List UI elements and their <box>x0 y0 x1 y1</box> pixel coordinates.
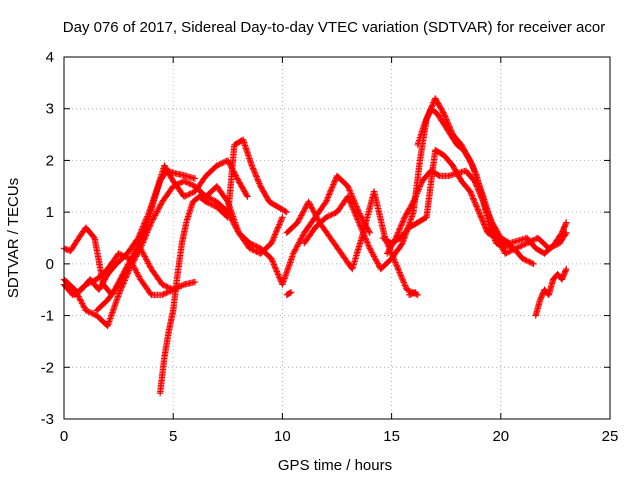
y-tick-label: -3 <box>41 411 54 428</box>
series-marks <box>301 95 570 273</box>
x-tick-label: 20 <box>492 428 509 445</box>
plot-frame <box>63 56 611 420</box>
series-track-m <box>405 289 419 299</box>
series-marks <box>379 146 537 268</box>
series-track-n <box>532 265 570 319</box>
y-tick-label: 4 <box>46 49 54 66</box>
series-track-o <box>283 289 295 299</box>
series-marks <box>532 265 570 319</box>
series-track-f <box>156 136 290 397</box>
series-marks <box>405 289 419 299</box>
y-tick-label: 2 <box>46 152 54 169</box>
series-track-g <box>202 172 373 288</box>
y-tick-label: 3 <box>46 101 54 118</box>
y-tick-label: 1 <box>46 204 54 221</box>
axis-ticks: 0 5 10 15 20 25 -3 -2 -1 0 1 2 3 4 <box>41 49 619 445</box>
series-marks <box>156 136 290 397</box>
series-marks <box>283 289 295 299</box>
x-tick-label: 15 <box>383 428 400 445</box>
chart-title: Day 076 of 2017, Sidereal Day-to-day VTE… <box>63 19 605 36</box>
x-tick-label: 0 <box>60 428 68 445</box>
data-marks <box>60 95 570 397</box>
x-axis-label: GPS time / hours <box>278 457 392 474</box>
x-tick-label: 25 <box>602 428 619 445</box>
series-marks <box>202 172 373 288</box>
y-tick-label: -1 <box>41 308 54 325</box>
y-axis-label: SDTVAR / TECUs <box>5 178 22 298</box>
y-tick-label: -2 <box>41 359 54 376</box>
x-tick-label: 10 <box>274 428 291 445</box>
y-tick-label: 0 <box>46 256 54 273</box>
series-track-i <box>301 95 570 273</box>
x-tick-label: 5 <box>169 428 177 445</box>
series-track-l <box>379 146 537 268</box>
